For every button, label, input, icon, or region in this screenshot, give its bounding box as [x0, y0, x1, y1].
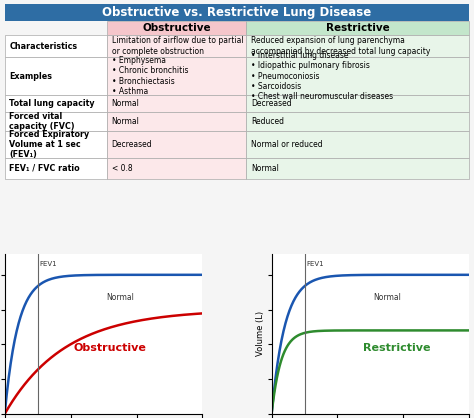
Text: Normal: Normal	[251, 164, 279, 173]
Text: FEV1: FEV1	[306, 261, 324, 267]
Text: < 0.8: < 0.8	[111, 164, 132, 173]
FancyBboxPatch shape	[246, 21, 469, 36]
Text: Normal: Normal	[106, 293, 134, 302]
FancyBboxPatch shape	[107, 158, 246, 179]
FancyBboxPatch shape	[5, 4, 469, 21]
Y-axis label: Volume (L): Volume (L)	[255, 311, 264, 357]
FancyBboxPatch shape	[246, 158, 469, 179]
FancyBboxPatch shape	[5, 95, 107, 112]
Text: FEV₁ / FVC ratio: FEV₁ / FVC ratio	[9, 164, 80, 173]
FancyBboxPatch shape	[5, 57, 107, 95]
Text: FEV1: FEV1	[39, 261, 57, 267]
Text: Characteristics: Characteristics	[9, 42, 78, 51]
FancyBboxPatch shape	[246, 131, 469, 158]
Text: Normal or reduced: Normal or reduced	[251, 140, 323, 149]
Text: Examples: Examples	[9, 71, 53, 81]
FancyBboxPatch shape	[107, 36, 246, 57]
Text: Forced vital
capacity (FVC): Forced vital capacity (FVC)	[9, 112, 75, 131]
Text: Decreased: Decreased	[251, 99, 292, 108]
FancyBboxPatch shape	[107, 131, 246, 158]
FancyBboxPatch shape	[246, 95, 469, 112]
Text: Obstructive: Obstructive	[142, 23, 211, 33]
Text: Restrictive: Restrictive	[363, 343, 430, 353]
Text: Decreased: Decreased	[111, 140, 152, 149]
Text: Forced Expiratory
Volume at 1 sec
(FEV₁): Forced Expiratory Volume at 1 sec (FEV₁)	[9, 130, 90, 159]
FancyBboxPatch shape	[107, 112, 246, 131]
FancyBboxPatch shape	[107, 95, 246, 112]
FancyBboxPatch shape	[5, 131, 107, 158]
FancyBboxPatch shape	[5, 112, 107, 131]
FancyBboxPatch shape	[246, 112, 469, 131]
FancyBboxPatch shape	[5, 36, 107, 57]
FancyBboxPatch shape	[5, 158, 107, 179]
Text: Obstructive vs. Restrictive Lung Disease: Obstructive vs. Restrictive Lung Disease	[102, 6, 372, 19]
Text: • Emphysema
• Chronic bronchitis
• Bronchiectasis
• Asthma: • Emphysema • Chronic bronchitis • Bronc…	[111, 56, 188, 96]
Text: Reduced expansion of lung parenchyma
accompanied by decreased total lung capacit: Reduced expansion of lung parenchyma acc…	[251, 36, 430, 56]
FancyBboxPatch shape	[246, 57, 469, 95]
Text: • Interstitial lung disease
• Idiopathic pulmonary fibrosis
• Pneumoconiosis
• S: • Interstitial lung disease • Idiopathic…	[251, 51, 393, 102]
FancyBboxPatch shape	[107, 57, 246, 95]
Text: Reduced: Reduced	[251, 117, 284, 126]
Text: Normal: Normal	[373, 293, 401, 302]
FancyBboxPatch shape	[246, 36, 469, 57]
Text: Limitation of airflow due to partial
or complete obstruction: Limitation of airflow due to partial or …	[111, 36, 243, 56]
Text: Normal: Normal	[111, 99, 139, 108]
Text: Total lung capacity: Total lung capacity	[9, 99, 95, 108]
Text: Obstructive: Obstructive	[74, 343, 146, 353]
Text: Normal: Normal	[111, 117, 139, 126]
Text: Restrictive: Restrictive	[326, 23, 390, 33]
FancyBboxPatch shape	[107, 21, 246, 36]
